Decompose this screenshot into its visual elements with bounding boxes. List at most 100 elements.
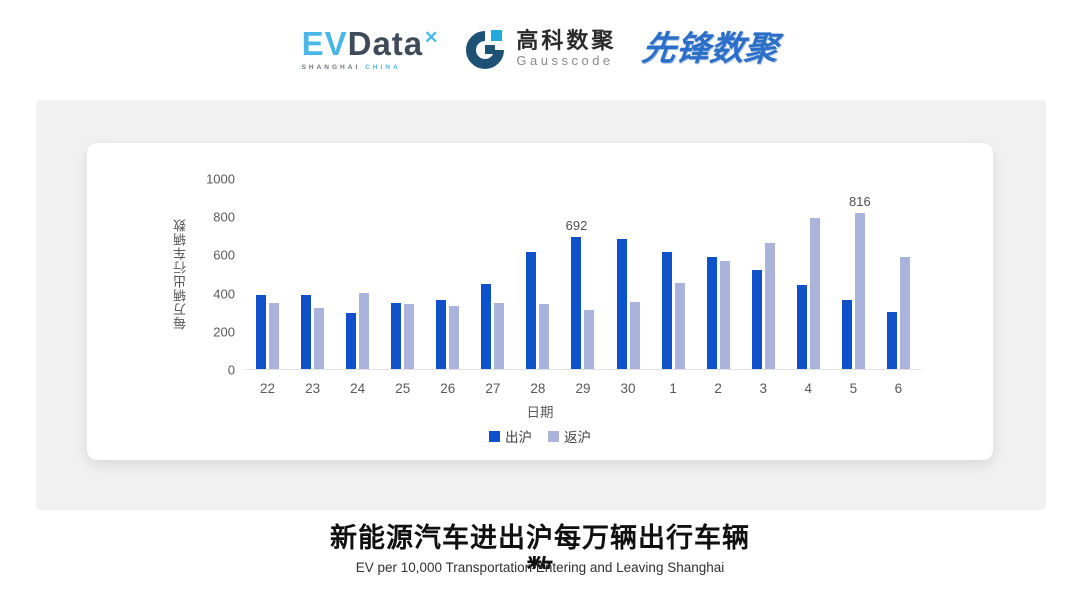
bar-出沪-27	[481, 284, 492, 369]
bar-group-2	[696, 179, 741, 369]
pioneer-logo: 先锋数聚	[640, 30, 781, 68]
y-axis-ticks: 0 200 400 600 800 1000	[87, 172, 235, 378]
bar-group-22	[245, 179, 290, 369]
bar-出沪-2	[706, 257, 717, 369]
x-tick-label: 2	[714, 381, 722, 396]
evdata-wordmark: EVData✕	[302, 27, 439, 60]
bar-返沪-6	[899, 257, 910, 369]
gausscode-g-icon	[466, 30, 505, 69]
x-tick-label: 3	[759, 381, 767, 396]
bar-value-label: 816	[848, 194, 871, 209]
bar-出沪-3	[751, 270, 762, 369]
bar-返沪-5: 816	[849, 194, 871, 369]
bar-出沪-29: 692	[566, 218, 587, 369]
bar-返沪-26	[449, 306, 460, 369]
bar-返沪-30	[629, 302, 640, 369]
evdata-subtext: SHANGHAI CHINA	[302, 64, 401, 71]
bar-出沪-23	[301, 295, 312, 369]
y-tick-label: 400	[213, 286, 235, 302]
evdata-data-text: Data	[347, 25, 424, 62]
bar-返沪-23	[314, 308, 325, 369]
bar-group-3	[741, 179, 786, 369]
bar-group-26	[425, 179, 470, 369]
bar-group-28	[515, 179, 560, 369]
bar-group-27	[470, 179, 515, 369]
chart-title-en: EV per 10,000 Transportation Entering an…	[355, 559, 725, 575]
x-tick-label: 4	[804, 381, 813, 396]
bar-返沪-4	[809, 218, 820, 369]
x-tick-label: 29	[575, 381, 591, 396]
x-tick-label: 27	[485, 381, 501, 396]
bar-返沪-1	[674, 283, 685, 369]
evdata-ev-text: EV	[301, 25, 348, 62]
bar-返沪-22	[269, 303, 280, 369]
bar-出沪-5	[841, 300, 852, 369]
bar-出沪-22	[256, 295, 267, 369]
bar-返沪-24	[359, 293, 370, 369]
bar-group-25	[380, 179, 425, 369]
bar-返沪-28	[539, 304, 550, 369]
legend-item-出沪: 出沪	[489, 426, 532, 446]
gausscode-text: 高科数聚 Gausscode	[516, 28, 617, 69]
x-axis-labels: 22 23 24 25 26 27 28 29 30 1 2 3 4 5 6	[245, 381, 921, 396]
x-star-icon: ✕	[424, 28, 440, 47]
bar-group-1	[651, 179, 696, 369]
evdata-logo: EVData✕ SHANGHAI CHINA	[302, 27, 439, 71]
evdata-china-text: CHINA	[365, 64, 401, 71]
bar-出沪-30	[616, 239, 627, 369]
legend-label: 出沪	[505, 430, 532, 445]
bar-group-30	[606, 179, 651, 369]
y-tick-label: 600	[213, 247, 235, 263]
y-tick-label: 200	[213, 324, 235, 340]
legend-swatch	[548, 430, 559, 442]
plot-area: 692 816	[245, 179, 921, 370]
footer: 新能源汽车进出沪每万辆出行车辆 数 EV per 10,000 Transpor…	[0, 522, 1080, 575]
x-axis-title: 日期	[526, 405, 554, 420]
bar-group-24	[335, 179, 380, 369]
x-tick-label: 26	[440, 381, 456, 396]
bar-group-29: 692	[560, 179, 605, 369]
x-tick-label: 28	[530, 381, 546, 396]
gausscode-cn-name: 高科数聚	[516, 28, 617, 54]
x-tick-label: 1	[669, 381, 677, 396]
x-tick-label: 6	[894, 381, 903, 396]
bar-返沪-29	[584, 310, 595, 369]
bar-出沪-28	[526, 252, 537, 369]
bar-group-5: 816	[831, 179, 876, 369]
legend: 出沪 返沪	[87, 426, 993, 446]
bar-返沪-3	[764, 243, 775, 369]
bar-返沪-2	[719, 261, 730, 369]
gausscode-en-name: Gausscode	[516, 53, 614, 69]
header-logos: EVData✕ SHANGHAI CHINA 高科数聚 Gausscode 先锋…	[0, 16, 1080, 82]
bar-出沪-4	[796, 285, 807, 369]
chart-title-cn: 新能源汽车进出沪每万辆出行车辆	[330, 523, 750, 553]
x-tick-label: 22	[260, 381, 276, 396]
gausscode-logo: 高科数聚 Gausscode	[464, 27, 616, 71]
x-tick-label: 23	[305, 381, 321, 396]
x-tick-label: 5	[849, 381, 858, 396]
bar-出沪-6	[886, 312, 897, 369]
bar-group-23	[290, 179, 335, 369]
y-tick-label: 1000	[206, 171, 235, 187]
bar-value-label: 692	[565, 218, 588, 233]
x-tick-label: 24	[350, 381, 366, 396]
chart-title-cn-overflow: 数	[0, 556, 1080, 569]
y-tick-label: 0	[227, 362, 235, 378]
legend-item-返沪: 返沪	[548, 426, 591, 446]
x-tick-label: 25	[395, 381, 411, 396]
legend-swatch	[489, 430, 500, 442]
evdata-shanghai-text: SHANGHAI	[301, 64, 361, 71]
chart-backdrop-card: 每万辆出行车辆数 0 200 400 600 800 1000 692 816 22 23 24…	[36, 100, 1046, 510]
bar-group-4	[786, 179, 831, 369]
bar-出沪-1	[661, 252, 672, 369]
bars: 692 816	[245, 179, 921, 369]
bar-出沪-24	[346, 313, 357, 369]
chart-card: 每万辆出行车辆数 0 200 400 600 800 1000 692 816 22 23 24…	[87, 143, 993, 460]
bar-出沪-26	[436, 300, 447, 369]
bar-返沪-27	[494, 303, 505, 369]
x-tick-label: 30	[620, 381, 636, 396]
legend-label: 返沪	[564, 430, 591, 445]
bar-出沪-25	[391, 303, 402, 369]
y-tick-label: 800	[213, 209, 235, 225]
